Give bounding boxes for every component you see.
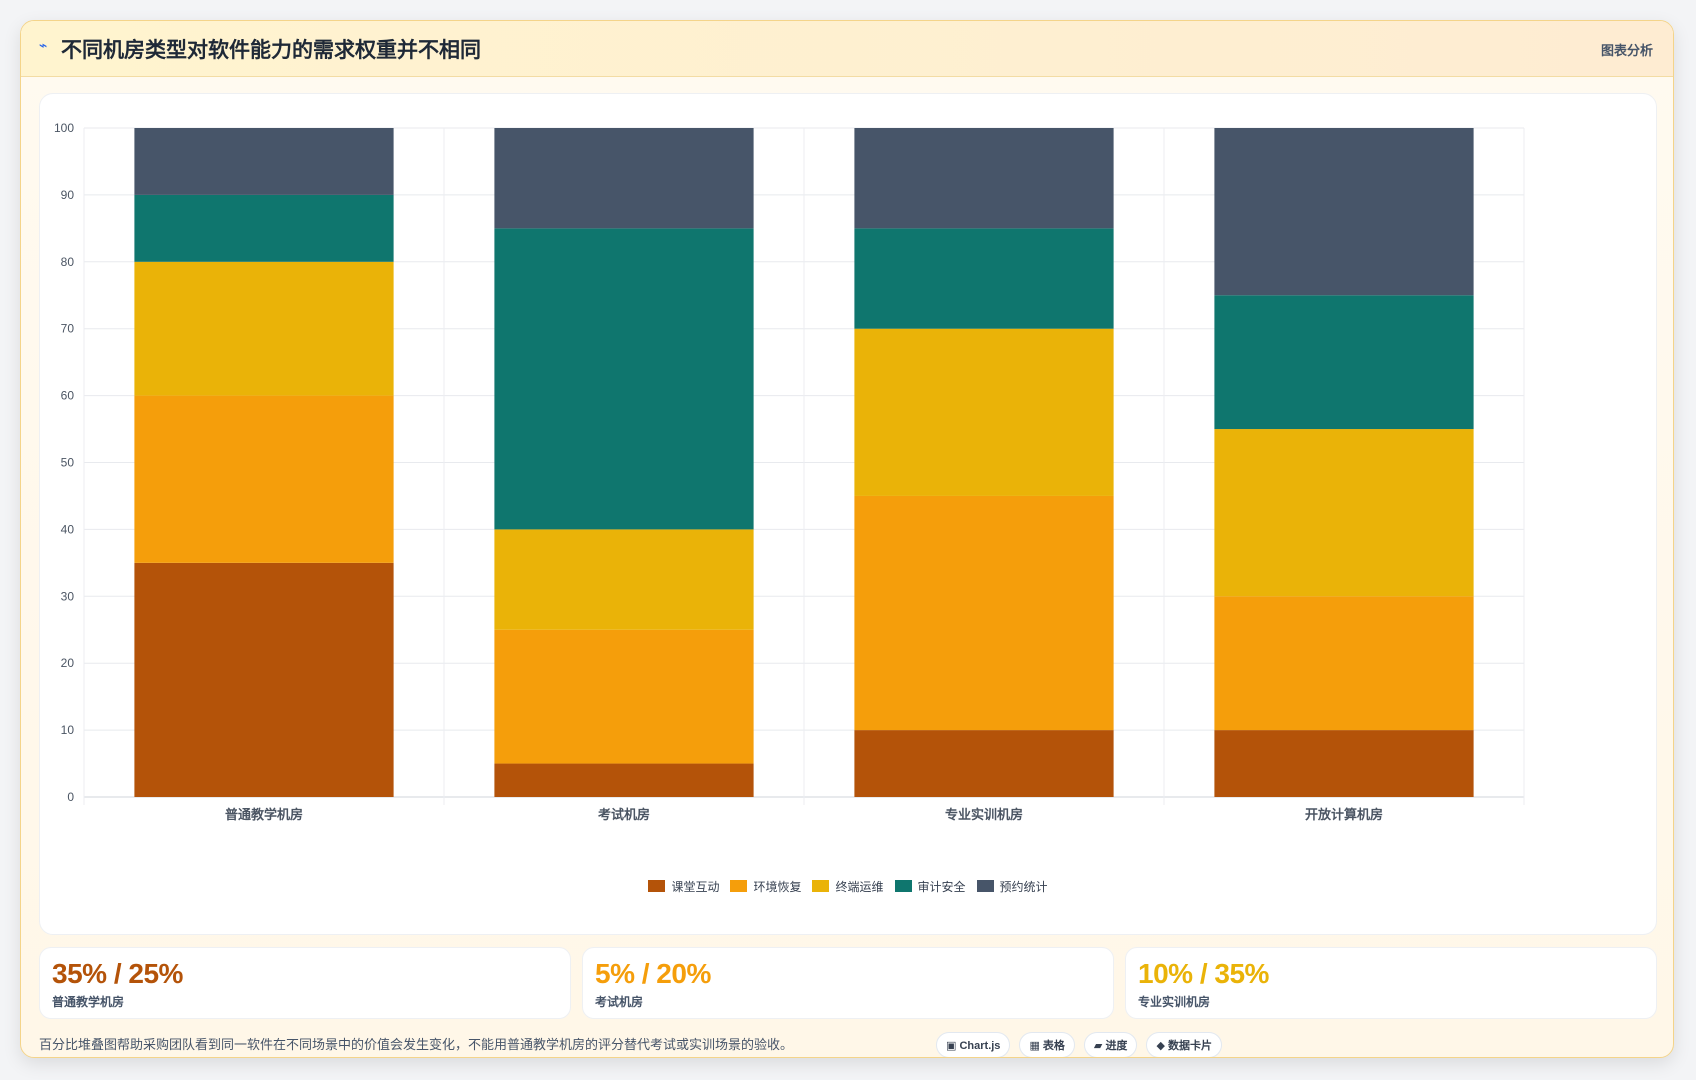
chart-title: 不同机房类型对软件能力的需求权重并不相同 — [61, 39, 481, 62]
y-tick-label: 70 — [61, 322, 75, 336]
x-tick-label: 普通教学机房 — [225, 807, 303, 822]
bar-segment — [494, 529, 754, 630]
legend-item[interactable]: 课堂互动 — [648, 876, 719, 896]
chart-container: 0 10 20 30 40 50 60 70 80 90 100 普通教学机房 考试机房 专业实训机房 开放… — [39, 93, 1657, 935]
legend-swatch — [648, 880, 666, 892]
chip-data-card[interactable]: ◆ 数据卡片 — [1146, 1032, 1222, 1057]
pulse-icon: ⌁ — [39, 37, 48, 53]
y-tick-label: 60 — [61, 389, 75, 403]
x-tick-label: 专业实训机房 — [945, 807, 1023, 822]
chart-icon: ▣ — [946, 1040, 957, 1052]
legend-item[interactable]: 终端运维 — [812, 876, 884, 896]
card-header: ⌁ 不同机房类型对软件能力的需求权重并不相同 图表分析 — [21, 21, 1673, 77]
chart-note: 百分比堆叠图帮助采购团队看到同一软件在不同场景中的价值会发生变化，不能用普通教学… — [39, 1037, 794, 1052]
chart-card: ⌁ 不同机房类型对软件能力的需求权重并不相同 图表分析 0 10 20 30 40 50 6… — [20, 20, 1674, 1058]
legend-label: 环境恢复 — [753, 879, 802, 894]
legend-item[interactable]: 环境恢复 — [730, 876, 801, 896]
y-tick-label: 90 — [61, 188, 75, 202]
legend-label: 课堂互动 — [671, 879, 720, 894]
bar-segment — [134, 562, 394, 797]
stat-card: 10% / 35% 专业实训机房 — [1125, 947, 1657, 1019]
y-tick-label: 80 — [61, 255, 75, 269]
y-tick-label: 0 — [67, 790, 74, 804]
stat-value: 10% / 35% — [1138, 958, 1269, 989]
bar-segment — [1214, 128, 1474, 296]
stacked-bar-chart: 0 10 20 30 40 50 60 70 80 90 100 普通教学机房 考试机房 专业实训机房 开放… — [54, 121, 1525, 822]
stat-cards: 35% / 25% 普通教学机房 5% / 20% 考试机房 10% / 35%… — [39, 947, 1657, 1019]
chip-label: Chart.js — [959, 1040, 1001, 1052]
bar-segment — [854, 495, 1114, 731]
stat-card: 5% / 20% 考试机房 — [582, 947, 1114, 1019]
chip-progress[interactable]: ▰ 进度 — [1083, 1032, 1138, 1057]
tech-chips: ▣ Chart.js ▦ 表格 ▰ 进度 ◆ 数据卡片 — [936, 1032, 1222, 1057]
legend-swatch — [976, 880, 994, 892]
y-tick-label: 10 — [61, 723, 75, 737]
bar-segment — [134, 194, 394, 262]
legend-label: 终端运维 — [835, 879, 884, 894]
bar-segment — [494, 228, 754, 530]
stat-value: 5% / 20% — [595, 958, 711, 989]
legend-label: 预约统计 — [999, 879, 1048, 894]
stat-label: 专业实训机房 — [1138, 995, 1211, 1009]
y-tick-label: 100 — [54, 121, 74, 135]
bar-segment — [1214, 295, 1474, 430]
legend-label: 审计安全 — [917, 879, 966, 894]
chip-chartjs[interactable]: ▣ Chart.js — [936, 1032, 1011, 1057]
progress-icon: ▰ — [1093, 1040, 1103, 1052]
table-icon: ▦ — [1029, 1040, 1040, 1052]
legend-item[interactable]: 审计安全 — [894, 876, 966, 896]
bar-segment — [854, 730, 1114, 797]
legend-item[interactable]: 预约统计 — [976, 876, 1048, 896]
stat-label: 普通教学机房 — [52, 995, 125, 1009]
bar-segment — [854, 328, 1114, 496]
chip-label: 数据卡片 — [1167, 1040, 1212, 1052]
bar-segment — [1214, 596, 1474, 731]
x-tick-label: 考试机房 — [598, 807, 650, 822]
diamond-icon: ◆ — [1156, 1040, 1165, 1052]
bar-segment — [134, 395, 394, 563]
bar-segment — [494, 763, 754, 797]
chip-label: 进度 — [1105, 1040, 1128, 1052]
chart-analysis-link[interactable]: 图表分析 — [1600, 43, 1653, 58]
legend-swatch — [894, 880, 912, 892]
y-tick-label: 30 — [61, 589, 75, 603]
y-tick-label: 40 — [61, 522, 75, 536]
stat-card: 35% / 25% 普通教学机房 — [39, 947, 571, 1019]
chart-legend: 课堂互动 环境恢复 终端运维 审计安全 预约统计 — [40, 876, 1656, 896]
chip-label: 表格 — [1042, 1040, 1065, 1052]
stat-value: 35% / 25% — [52, 958, 183, 989]
stat-label: 考试机房 — [595, 995, 644, 1009]
chip-table[interactable]: ▦ 表格 — [1019, 1032, 1075, 1057]
bar-segment — [1214, 429, 1474, 597]
bar-segment — [1214, 730, 1474, 797]
bar-segment — [854, 228, 1114, 329]
y-tick-label: 20 — [61, 656, 75, 670]
bar-segment — [494, 629, 754, 764]
bar-segment — [134, 261, 394, 396]
y-tick-label: 50 — [61, 456, 75, 470]
x-tick-label: 开放计算机房 — [1305, 807, 1383, 822]
bar-segment — [134, 128, 394, 195]
legend-swatch — [730, 880, 748, 892]
bar-segment — [494, 128, 754, 229]
bar-segment — [854, 128, 1114, 229]
legend-swatch — [812, 880, 830, 892]
